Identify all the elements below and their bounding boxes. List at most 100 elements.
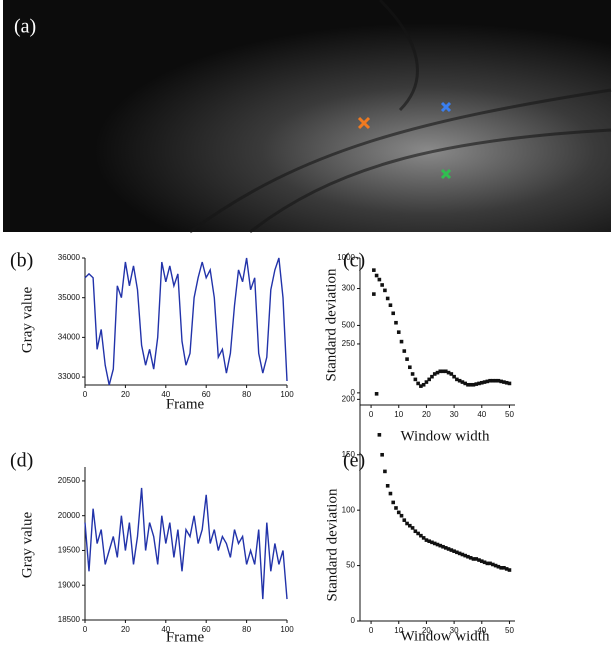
y-tick-label: 250 <box>342 339 356 348</box>
y-tick-label: 36000 <box>58 253 81 262</box>
point <box>413 377 418 382</box>
point <box>408 523 412 528</box>
point <box>485 561 490 566</box>
point <box>427 377 431 382</box>
y-tick-label: 200 <box>342 394 356 403</box>
point <box>479 559 484 563</box>
x-tick-label: 100 <box>280 625 294 634</box>
point <box>496 564 501 569</box>
point <box>466 382 470 387</box>
point <box>394 320 398 325</box>
x-tick-label: 80 <box>242 390 251 399</box>
point <box>488 378 492 383</box>
point <box>388 303 393 308</box>
point <box>430 374 434 379</box>
point <box>468 556 473 560</box>
vessels <box>189 0 612 234</box>
point <box>421 536 426 540</box>
point <box>396 510 401 515</box>
point <box>488 561 492 566</box>
x-tick-label: 40 <box>477 626 486 635</box>
point <box>499 566 503 570</box>
point <box>419 533 423 538</box>
x-tick-label: 40 <box>161 625 170 634</box>
point <box>452 374 456 379</box>
point <box>438 543 443 548</box>
point <box>455 550 459 555</box>
x-tick-label: 30 <box>450 626 459 635</box>
point <box>496 378 501 383</box>
x-tick-label: 0 <box>369 410 374 419</box>
point <box>504 380 509 385</box>
point <box>402 518 407 522</box>
x-tick-label: 10 <box>394 626 403 635</box>
point <box>377 433 382 437</box>
point <box>482 380 487 384</box>
point <box>396 330 401 334</box>
panel-label: (b) <box>10 250 33 272</box>
y-axis-label: Gray value <box>19 512 35 579</box>
x-tick-label: 50 <box>505 626 514 635</box>
point <box>427 539 431 544</box>
point <box>380 283 384 287</box>
point <box>446 547 451 551</box>
y-tick-label: 19500 <box>58 546 81 555</box>
x-tick-label: 100 <box>280 390 294 399</box>
point <box>383 469 387 474</box>
point <box>388 491 393 496</box>
point <box>372 268 376 272</box>
y-tick-label: 35000 <box>58 293 81 302</box>
point <box>474 557 479 561</box>
x-axis-label: Window width <box>401 428 490 444</box>
point <box>424 538 429 542</box>
point <box>482 560 487 565</box>
y-tick-label: 100 <box>342 505 356 514</box>
point <box>463 381 467 386</box>
image-panel: (a) <box>3 0 612 234</box>
x-tick-label: 20 <box>121 390 130 399</box>
point <box>444 369 448 374</box>
point <box>502 566 506 570</box>
x-tick-label: 60 <box>202 390 211 399</box>
point <box>468 382 473 387</box>
y-tick-label: 20000 <box>58 511 81 520</box>
point <box>377 277 382 282</box>
y-tick-label: 33000 <box>58 372 81 381</box>
x-tick-label: 20 <box>121 625 130 634</box>
x-tick-label: 0 <box>83 625 88 634</box>
y-tick-label: 50 <box>346 561 355 570</box>
x-tick-label: 50 <box>505 410 514 419</box>
y-tick-label: 1000 <box>337 253 355 262</box>
point <box>466 554 470 559</box>
point <box>471 557 476 561</box>
point <box>493 378 498 383</box>
point <box>385 484 390 488</box>
y-tick-label: 20500 <box>58 476 81 485</box>
point <box>444 546 448 550</box>
y-tick-label: 500 <box>342 321 356 330</box>
point <box>479 380 484 385</box>
point <box>457 551 462 556</box>
point <box>405 521 409 526</box>
y-axis-label: Standard deviation <box>324 488 340 601</box>
point <box>402 349 407 353</box>
x-tick-label: 30 <box>450 410 459 419</box>
point <box>419 384 423 388</box>
x-tick-label: 80 <box>242 625 251 634</box>
point <box>391 311 396 316</box>
x-tick-label: 60 <box>202 625 211 634</box>
point <box>463 553 467 558</box>
series-line <box>84 487 288 600</box>
point <box>499 379 503 384</box>
point <box>416 381 420 386</box>
point <box>372 292 376 296</box>
point <box>455 377 459 382</box>
point <box>477 558 481 562</box>
point <box>460 552 465 557</box>
marker-green <box>440 168 452 180</box>
panel-label: (d) <box>10 450 33 472</box>
point <box>383 288 387 293</box>
x-tick-label: 20 <box>422 410 431 419</box>
point <box>435 370 440 375</box>
